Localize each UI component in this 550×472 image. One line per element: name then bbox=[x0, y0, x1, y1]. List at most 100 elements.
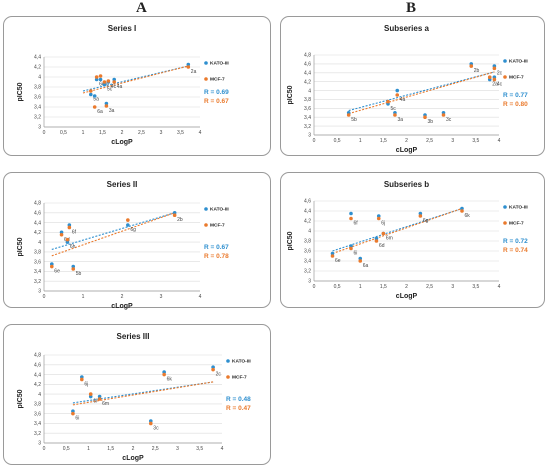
y-tick-label: 4,2 bbox=[34, 382, 41, 388]
point-kato bbox=[376, 214, 381, 218]
x-axis-label: cLogP bbox=[111, 303, 133, 310]
x-tick-label: 1 bbox=[82, 294, 85, 300]
y-tick-label: 4,6 bbox=[34, 210, 41, 216]
point-kato bbox=[126, 223, 130, 227]
y-axis-label: pIC50 bbox=[287, 85, 294, 104]
y-tick-label: 4,4 bbox=[34, 220, 41, 226]
y-tick-label: 3 bbox=[38, 289, 41, 295]
point-label: 2c bbox=[216, 372, 222, 378]
legend-label-kato: KATO-III bbox=[210, 61, 229, 67]
point-label: 5c bbox=[107, 87, 113, 93]
x-tick-label: 1,5 bbox=[107, 446, 114, 452]
point-mcf bbox=[92, 105, 97, 109]
point-mcf bbox=[97, 397, 102, 401]
column-label-a: A bbox=[136, 0, 147, 16]
point-mcf bbox=[487, 75, 492, 80]
point-mcf bbox=[71, 411, 75, 416]
point-mcf bbox=[88, 392, 93, 396]
point-label: 6d bbox=[99, 82, 105, 88]
point-label: 6e bbox=[335, 258, 341, 264]
point-label: 3a bbox=[397, 117, 403, 123]
y-tick-label: 4,4 bbox=[34, 372, 41, 378]
r-value-kato: R = 0.72 bbox=[503, 238, 528, 245]
x-tick-label: 3 bbox=[451, 284, 454, 290]
y-axis-label: pIC50 bbox=[17, 82, 24, 101]
point-kato bbox=[418, 211, 423, 216]
point-mcf bbox=[349, 216, 353, 221]
r-value-mcf: R = 0.67 bbox=[204, 98, 229, 105]
point-kato bbox=[349, 211, 353, 216]
y-tick-label: 3,6 bbox=[34, 95, 41, 101]
y-tick-label: 3,4 bbox=[34, 269, 41, 275]
y-tick-label: 3,8 bbox=[34, 85, 41, 91]
x-tick-label: 3,5 bbox=[472, 284, 479, 290]
point-label: 5a bbox=[93, 97, 99, 103]
point-mcf bbox=[149, 421, 153, 426]
y-tick-label: 4 bbox=[308, 88, 311, 94]
point-kato bbox=[395, 88, 400, 93]
x-axis-label: cLogP bbox=[122, 455, 144, 462]
point-mcf bbox=[381, 231, 386, 236]
point-label: 6i bbox=[354, 251, 358, 257]
point-kato bbox=[94, 77, 99, 82]
trendline-mcf bbox=[72, 381, 214, 406]
point-mcf bbox=[126, 218, 130, 222]
y-tick-label: 3,6 bbox=[34, 259, 41, 265]
point-label: 3a bbox=[109, 108, 115, 114]
r-value-mcf: R = 0.47 bbox=[226, 405, 251, 412]
point-label: 6l bbox=[93, 399, 97, 405]
y-tick-label: 4,4 bbox=[304, 209, 311, 215]
y-tick-label: 4,2 bbox=[304, 79, 311, 85]
r-value-mcf: R = 0.74 bbox=[503, 247, 528, 254]
point-kato bbox=[112, 77, 116, 82]
x-axis-label: cLogP bbox=[111, 139, 133, 146]
trendline-kato bbox=[332, 207, 463, 252]
point-label: 6a bbox=[97, 109, 103, 115]
y-tick-label: 3,4 bbox=[34, 421, 41, 427]
point-mcf bbox=[349, 246, 353, 251]
y-tick-label: 4,2 bbox=[304, 219, 311, 225]
point-label: 6h bbox=[70, 244, 76, 250]
point-mcf bbox=[418, 214, 423, 218]
x-tick-label: 1 bbox=[359, 138, 362, 144]
point-mcf bbox=[395, 93, 400, 97]
x-tick-label: 4 bbox=[498, 284, 501, 290]
point-mcf bbox=[460, 209, 464, 213]
x-axis-label: cLogP bbox=[396, 293, 418, 300]
y-tick-label: 3,6 bbox=[34, 411, 41, 417]
y-tick-label: 4,8 bbox=[34, 353, 41, 359]
y-axis-label: pIC50 bbox=[17, 389, 24, 408]
y-tick-label: 4,6 bbox=[34, 362, 41, 368]
x-tick-label: 1,5 bbox=[380, 138, 387, 144]
y-tick-label: 3,6 bbox=[304, 249, 311, 255]
chart-title: Series I bbox=[108, 24, 136, 33]
point-kato bbox=[358, 256, 363, 261]
x-tick-label: 0,5 bbox=[63, 446, 70, 452]
x-tick-label: 0 bbox=[43, 446, 46, 452]
point-label: 6g bbox=[130, 227, 136, 233]
point-mcf bbox=[172, 213, 177, 218]
y-tick-label: 4,8 bbox=[304, 53, 311, 59]
y-tick-label: 4,4 bbox=[34, 55, 41, 61]
chart-title: Series III bbox=[117, 332, 150, 341]
point-label: 6k bbox=[465, 213, 471, 219]
point-label: 2a bbox=[492, 81, 498, 87]
chart-series-i: Series I 3 3,2 3,4 3,6 3,8 4 4,2 4,4 0 0,5 1 1,5 2 2,5… bbox=[17, 24, 229, 146]
point-mcf bbox=[71, 267, 76, 271]
point-mcf bbox=[50, 264, 54, 269]
x-tick-label: 2 bbox=[132, 446, 135, 452]
y-tick-label: 4,4 bbox=[304, 70, 311, 76]
point-label: 6m bbox=[102, 401, 109, 407]
chart-subseries-b: Subseries b 3 3,2 3,4 3,6 3,8 4 4,2 4,4 4,6 0 0,5 1 1… bbox=[287, 180, 528, 300]
r-value-mcf: R = 0.78 bbox=[204, 253, 229, 260]
trendline-mcf bbox=[332, 207, 463, 255]
x-tick-label: 1,5 bbox=[99, 130, 106, 136]
point-mcf bbox=[374, 239, 379, 243]
x-tick-label: 0 bbox=[313, 284, 316, 290]
chart-series-iii: Series III 3 3,2 3,4 3,6 3,8 4 4,2 4,4 4,6 4,8 0 0,5… bbox=[17, 332, 251, 462]
legend-marker-mcf bbox=[503, 75, 507, 79]
y-tick-label: 3,4 bbox=[304, 259, 311, 265]
legend-label-kato: KATO-III bbox=[210, 207, 229, 213]
x-tick-label: 0 bbox=[43, 130, 46, 136]
point-mcf bbox=[102, 80, 107, 84]
